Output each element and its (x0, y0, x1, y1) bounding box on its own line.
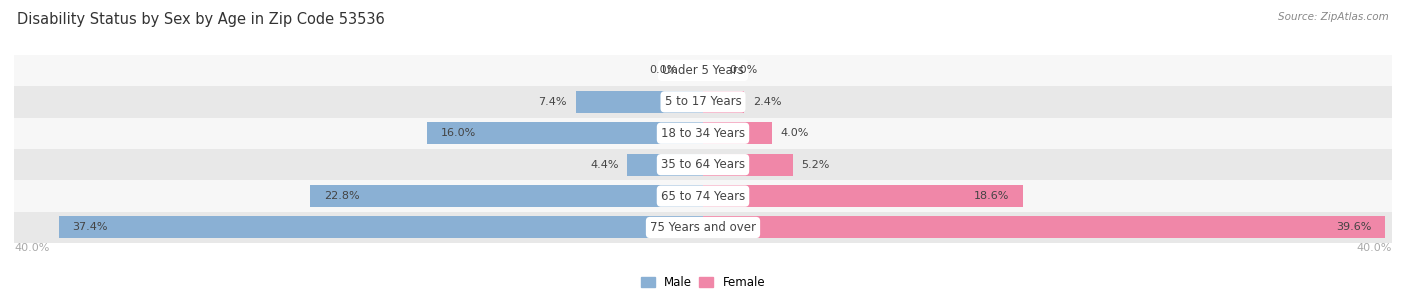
Text: 4.0%: 4.0% (780, 128, 808, 138)
Text: 16.0%: 16.0% (441, 128, 477, 138)
Bar (14, 55, 1392, 86)
Bar (14, 118, 1392, 149)
Text: Disability Status by Sex by Age in Zip Code 53536: Disability Status by Sex by Age in Zip C… (17, 12, 385, 27)
Text: 0.0%: 0.0% (728, 65, 756, 75)
Bar (14, 86, 1392, 118)
Text: 18 to 34 Years: 18 to 34 Years (661, 127, 745, 140)
Text: 5 to 17 Years: 5 to 17 Years (665, 95, 741, 108)
Text: 40.0%: 40.0% (14, 243, 49, 253)
Text: 65 to 74 Years: 65 to 74 Years (661, 190, 745, 202)
Bar (703, 91, 744, 113)
Legend: Male, Female: Male, Female (636, 271, 770, 294)
Text: 4.4%: 4.4% (591, 160, 619, 170)
Text: 39.6%: 39.6% (1336, 223, 1371, 233)
Text: 22.8%: 22.8% (323, 191, 360, 201)
Text: 7.4%: 7.4% (538, 97, 567, 107)
Bar (14, 180, 1392, 212)
Text: Under 5 Years: Under 5 Years (662, 64, 744, 77)
Bar (14, 212, 1392, 243)
Text: 5.2%: 5.2% (801, 160, 830, 170)
Bar (575, 91, 703, 113)
Bar (703, 185, 1024, 207)
Bar (14, 149, 1392, 180)
Bar (703, 216, 1385, 238)
Text: 75 Years and over: 75 Years and over (650, 221, 756, 234)
Bar (311, 185, 703, 207)
Text: 37.4%: 37.4% (73, 223, 108, 233)
Text: 0.0%: 0.0% (650, 65, 678, 75)
Text: Source: ZipAtlas.com: Source: ZipAtlas.com (1278, 12, 1389, 22)
Text: 40.0%: 40.0% (1357, 243, 1392, 253)
Bar (59, 216, 703, 238)
Text: 2.4%: 2.4% (754, 97, 782, 107)
Bar (627, 154, 703, 176)
Bar (703, 154, 793, 176)
Bar (703, 122, 772, 144)
Bar (427, 122, 703, 144)
Text: 18.6%: 18.6% (974, 191, 1010, 201)
Text: 35 to 64 Years: 35 to 64 Years (661, 158, 745, 171)
